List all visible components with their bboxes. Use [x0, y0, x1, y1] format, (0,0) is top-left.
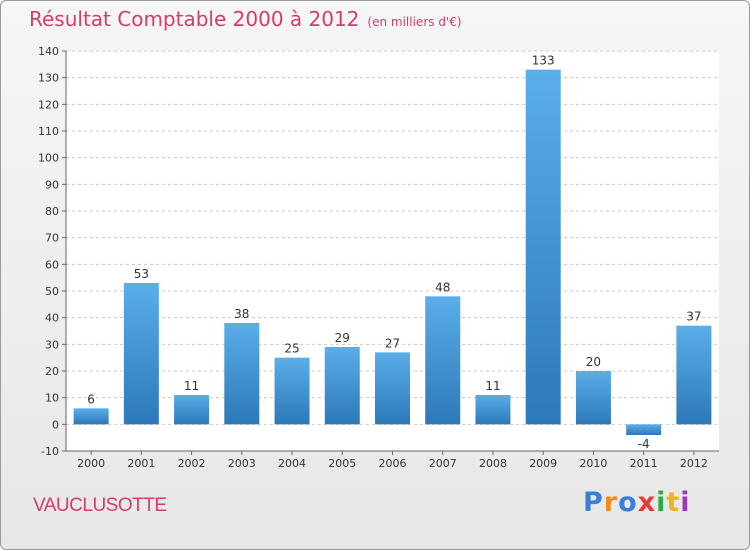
x-tick-label: 2005: [328, 457, 356, 470]
y-tick-label: 130: [38, 72, 59, 85]
data-label: 11: [184, 379, 199, 393]
bar-2003: [224, 323, 260, 425]
data-label: 25: [284, 342, 299, 356]
bar-2000: [73, 408, 109, 425]
chart-unit: (en milliers d'€): [367, 15, 462, 29]
bar-2004: [274, 357, 310, 425]
bar-2005: [324, 347, 360, 425]
proxiti-logo[interactable]: Proxiti: [583, 487, 691, 518]
bar-2006: [375, 352, 410, 425]
x-tick-label: 2008: [479, 457, 507, 470]
x-tick-label: 2006: [379, 457, 407, 470]
bar-2010: [575, 371, 611, 425]
x-tick-label: 2002: [178, 457, 206, 470]
data-label: -4: [638, 437, 650, 451]
bar-2002: [174, 395, 210, 425]
bar-2009: [525, 69, 561, 425]
x-tick-label: 2012: [680, 457, 708, 470]
y-tick-label: 140: [38, 45, 59, 58]
data-label: 37: [686, 310, 701, 324]
data-label: 6: [87, 392, 95, 406]
commune-name: VAUCLUSOTTE: [33, 495, 167, 516]
y-tick-label: 0: [52, 418, 59, 431]
y-tick-label: 30: [45, 338, 59, 351]
data-label: 53: [134, 267, 149, 281]
x-tick-label: 2003: [228, 457, 256, 470]
data-label: 11: [485, 379, 500, 393]
y-tick-label: 40: [45, 312, 59, 325]
y-tick-label: 80: [45, 205, 59, 218]
chart-title: Résultat Comptable 2000 à 2012 (en millie…: [29, 7, 462, 31]
data-label: 29: [335, 331, 350, 345]
x-tick-label: 2011: [630, 457, 658, 470]
data-label: 48: [435, 280, 450, 294]
x-tick-label: 2007: [429, 457, 457, 470]
data-label: 133: [532, 54, 555, 68]
y-tick-label: 100: [38, 152, 59, 165]
y-tick-label: 50: [45, 285, 59, 298]
y-tick-label: 60: [45, 258, 59, 271]
y-tick-label: 20: [45, 365, 59, 378]
data-label: 27: [385, 336, 400, 350]
data-label: 38: [234, 307, 249, 321]
y-tick-label: -10: [41, 445, 59, 458]
x-tick-label: 2009: [529, 457, 557, 470]
y-tick-label: 10: [45, 392, 59, 405]
x-tick-label: 2010: [579, 457, 607, 470]
x-tick-label: 2004: [278, 457, 306, 470]
y-tick-label: 120: [38, 98, 59, 111]
x-tick-label: 2001: [127, 457, 155, 470]
y-tick-label: 110: [38, 125, 59, 138]
x-tick-label: 2000: [77, 457, 105, 470]
bar-2001: [123, 283, 159, 425]
y-tick-label: 90: [45, 178, 59, 191]
bar-2008: [475, 395, 511, 425]
data-label: 20: [586, 355, 601, 369]
bar-2007: [425, 296, 461, 425]
y-tick-label: 70: [45, 232, 59, 245]
bar-2011: [626, 424, 662, 435]
bar-2012: [676, 325, 712, 425]
